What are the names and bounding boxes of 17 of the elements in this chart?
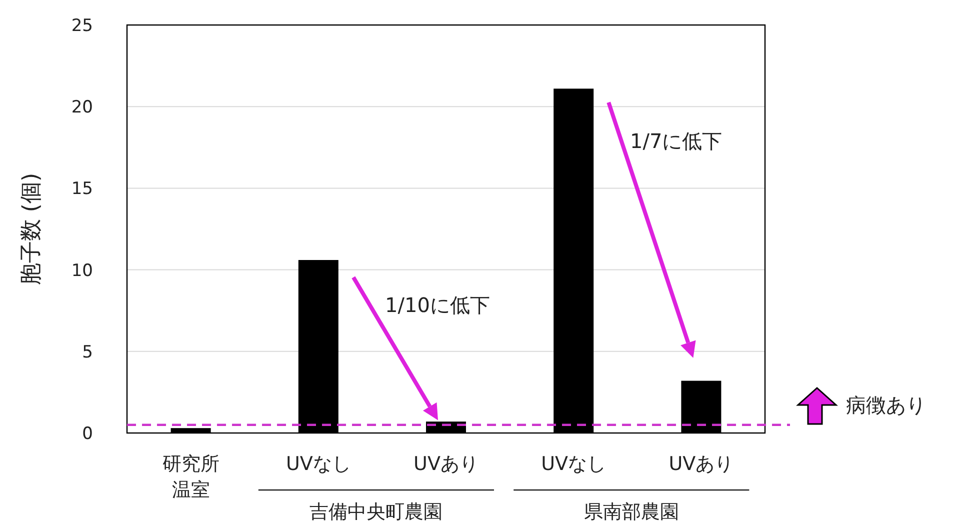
x-tick-label: UVあり [668,453,734,475]
x-tick-label: UVなし [541,453,606,475]
x-tick-label: UVあり [414,453,478,475]
y-tick-label: 20 [71,98,93,118]
y-tick-label: 15 [71,179,93,200]
text: 吉備中央町農園 [310,501,443,523]
y-tick-label: 0 [82,424,93,444]
text: 県南部農園 [584,501,679,523]
annotation: 1/7に低下 [630,129,722,153]
x-tick-label: UVなし [286,453,351,475]
ref-line-label: 病徴あり [846,393,926,417]
y-tick-label: 10 [71,260,93,281]
annotation: 1/10に低下 [385,293,490,317]
x-tick-label: 研究所温室 [162,453,220,501]
y-axis-title: 胞子数 (個) [19,172,44,286]
y-tick-label: 5 [82,342,93,362]
y-tick-label: 25 [71,16,93,36]
